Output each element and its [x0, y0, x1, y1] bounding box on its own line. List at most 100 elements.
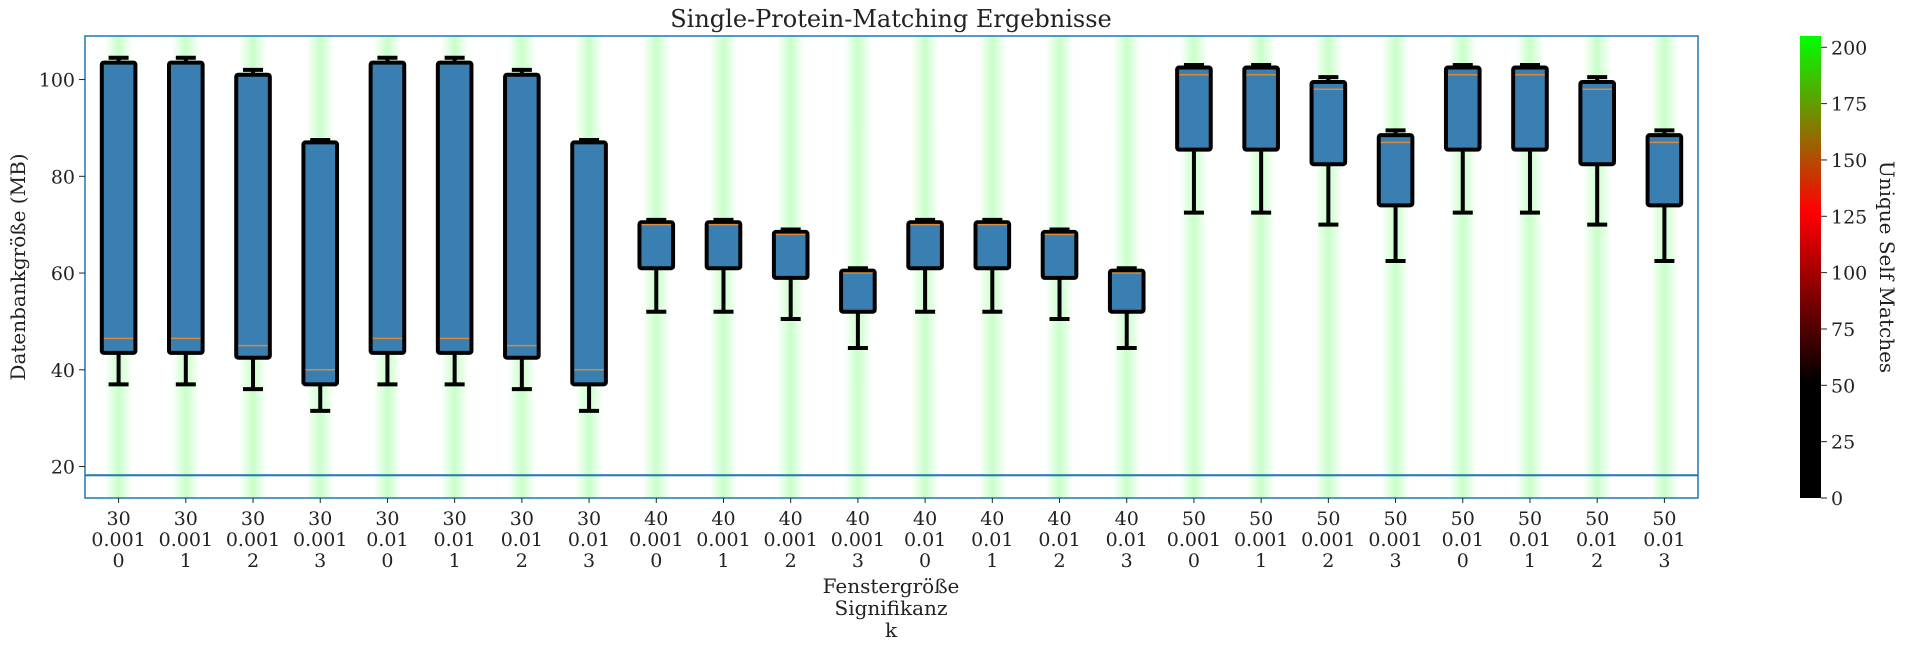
x-tick-label-15-2: 3 [1121, 550, 1133, 572]
x-tick-label-7-0: 30 [577, 508, 601, 530]
box-6 [503, 67, 541, 392]
box-19 [1376, 128, 1415, 263]
x-tick-label-7-2: 3 [583, 550, 595, 572]
x-tick-label-13-0: 40 [980, 508, 1004, 530]
x-tick-label-22-2: 2 [1591, 550, 1603, 572]
x-tick-label-15-1: 0.01 [1106, 529, 1148, 551]
box-body-4 [368, 60, 407, 355]
colorbar-ticks: 0 25 50 75 100 125 150 175 200 [1821, 37, 1867, 510]
x-tick-label-6-2: 2 [516, 550, 528, 572]
box-body-3 [301, 140, 340, 387]
x-tick-label-23-1: 0.01 [1643, 529, 1685, 551]
box-15 [1107, 266, 1146, 351]
x-axis-label-line-2: Signifikanz [835, 596, 948, 620]
x-tick-label-12-0: 40 [913, 508, 937, 530]
x-tick-label-0-1: 0.001 [91, 529, 145, 551]
x-tick-label-8-1: 0.001 [629, 529, 683, 551]
box-9 [704, 217, 743, 314]
x-tick-label-6-1: 0.01 [501, 529, 543, 551]
x-tick-label-2-2: 2 [247, 550, 259, 572]
x-tick-label-19-1: 0.001 [1368, 529, 1422, 551]
box-20 [1443, 63, 1482, 215]
x-axis-label-line-3: k [885, 618, 898, 642]
x-tick-label-20-0: 50 [1451, 508, 1475, 530]
box-body-19 [1376, 133, 1415, 208]
y-axis-label: Datenbankgröße (MB) [6, 153, 30, 380]
box-body-17 [1242, 65, 1280, 152]
y-axis: 20 40 60 80 100 [39, 70, 85, 479]
x-tick-label-22-0: 50 [1585, 508, 1609, 530]
box-11 [839, 266, 877, 351]
x-tick-label-21-0: 50 [1518, 508, 1542, 530]
colorbar-tick-label-125: 125 [1831, 206, 1867, 228]
x-tick-label-8-2: 0 [650, 550, 662, 572]
box-body-9 [704, 220, 743, 271]
x-tick-label-16-2: 0 [1188, 550, 1200, 572]
colorbar-tick-label-0: 0 [1831, 488, 1843, 510]
box-body-10 [771, 229, 810, 280]
y-tick-label-100: 100 [39, 70, 75, 92]
box-body-5 [435, 60, 474, 355]
x-tick-label-15-0: 40 [1115, 508, 1139, 530]
x-tick-label-11-0: 40 [846, 508, 870, 530]
x-tick-label-10-2: 2 [785, 550, 797, 572]
box-body-16 [1175, 65, 1213, 152]
x-tick-label-3-0: 30 [308, 508, 332, 530]
x-tick-label-1-1: 0.001 [159, 529, 213, 551]
x-tick-label-19-2: 3 [1390, 550, 1402, 572]
box-17 [1242, 63, 1280, 215]
box-body-18 [1309, 79, 1348, 167]
x-tick-label-11-1: 0.001 [831, 529, 885, 551]
band-19 [1381, 36, 1410, 498]
colorbar-tick-label-100: 100 [1831, 263, 1867, 285]
box-10 [771, 227, 810, 322]
box-body-2 [234, 72, 272, 360]
x-tick-label-18-2: 2 [1322, 550, 1334, 572]
x-axis-label: Fenstergröße Signifikanz k [823, 574, 960, 642]
colorbar-tick-label-75: 75 [1831, 319, 1855, 341]
x-tick-label-1-2: 1 [180, 550, 192, 572]
y-tick-label-60: 60 [51, 263, 75, 285]
x-tick-label-21-2: 1 [1524, 550, 1536, 572]
x-tick-label-14-0: 40 [1047, 508, 1071, 530]
x-tick-label-9-1: 0.001 [696, 529, 750, 551]
x-axis: 300.0010300.0011300.0012300.0013300.0103… [91, 498, 1686, 572]
x-tick-label-19-0: 50 [1383, 508, 1407, 530]
x-tick-label-0-2: 0 [113, 550, 125, 572]
x-tick-label-20-2: 0 [1457, 550, 1469, 572]
x-tick-label-9-2: 1 [717, 550, 729, 572]
box-16 [1175, 63, 1213, 215]
box-body-1 [167, 60, 205, 355]
colorbar-gradient [1800, 36, 1821, 498]
colorbar-tick-label-200: 200 [1831, 37, 1867, 59]
x-tick-label-1-0: 30 [174, 508, 198, 530]
x-tick-label-23-2: 3 [1658, 550, 1670, 572]
box-body-6 [503, 72, 541, 360]
x-tick-label-7-1: 0.01 [568, 529, 610, 551]
box-body-11 [839, 268, 877, 314]
box-body-12 [906, 220, 944, 271]
plot-frame [84, 35, 1699, 499]
x-tick-label-5-0: 30 [443, 508, 467, 530]
box-13 [973, 217, 1012, 314]
box-8 [637, 217, 676, 314]
x-tick-label-10-0: 40 [779, 508, 803, 530]
colorbar-tick-label-175: 175 [1831, 94, 1867, 116]
colorbar: 0 25 50 75 100 125 150 175 200 Unique Self Match… [1800, 36, 1899, 510]
x-tick-label-17-0: 50 [1249, 508, 1273, 530]
x-tick-label-2-0: 30 [241, 508, 265, 530]
y-tick-label-20: 20 [51, 457, 75, 479]
colorbar-tick-label-50: 50 [1831, 375, 1855, 397]
x-tick-label-11-2: 3 [852, 550, 864, 572]
x-tick-label-10-1: 0.001 [763, 529, 817, 551]
x-tick-label-13-2: 1 [986, 550, 998, 572]
x-tick-label-4-0: 30 [375, 508, 399, 530]
x-tick-label-5-1: 0.01 [433, 529, 475, 551]
box-body-7 [570, 140, 608, 387]
x-axis-label-line-1: Fenstergröße [823, 574, 960, 598]
boxes [99, 55, 1684, 413]
box-22 [1578, 75, 1616, 227]
box-14 [1040, 227, 1079, 322]
box-1 [167, 55, 205, 387]
